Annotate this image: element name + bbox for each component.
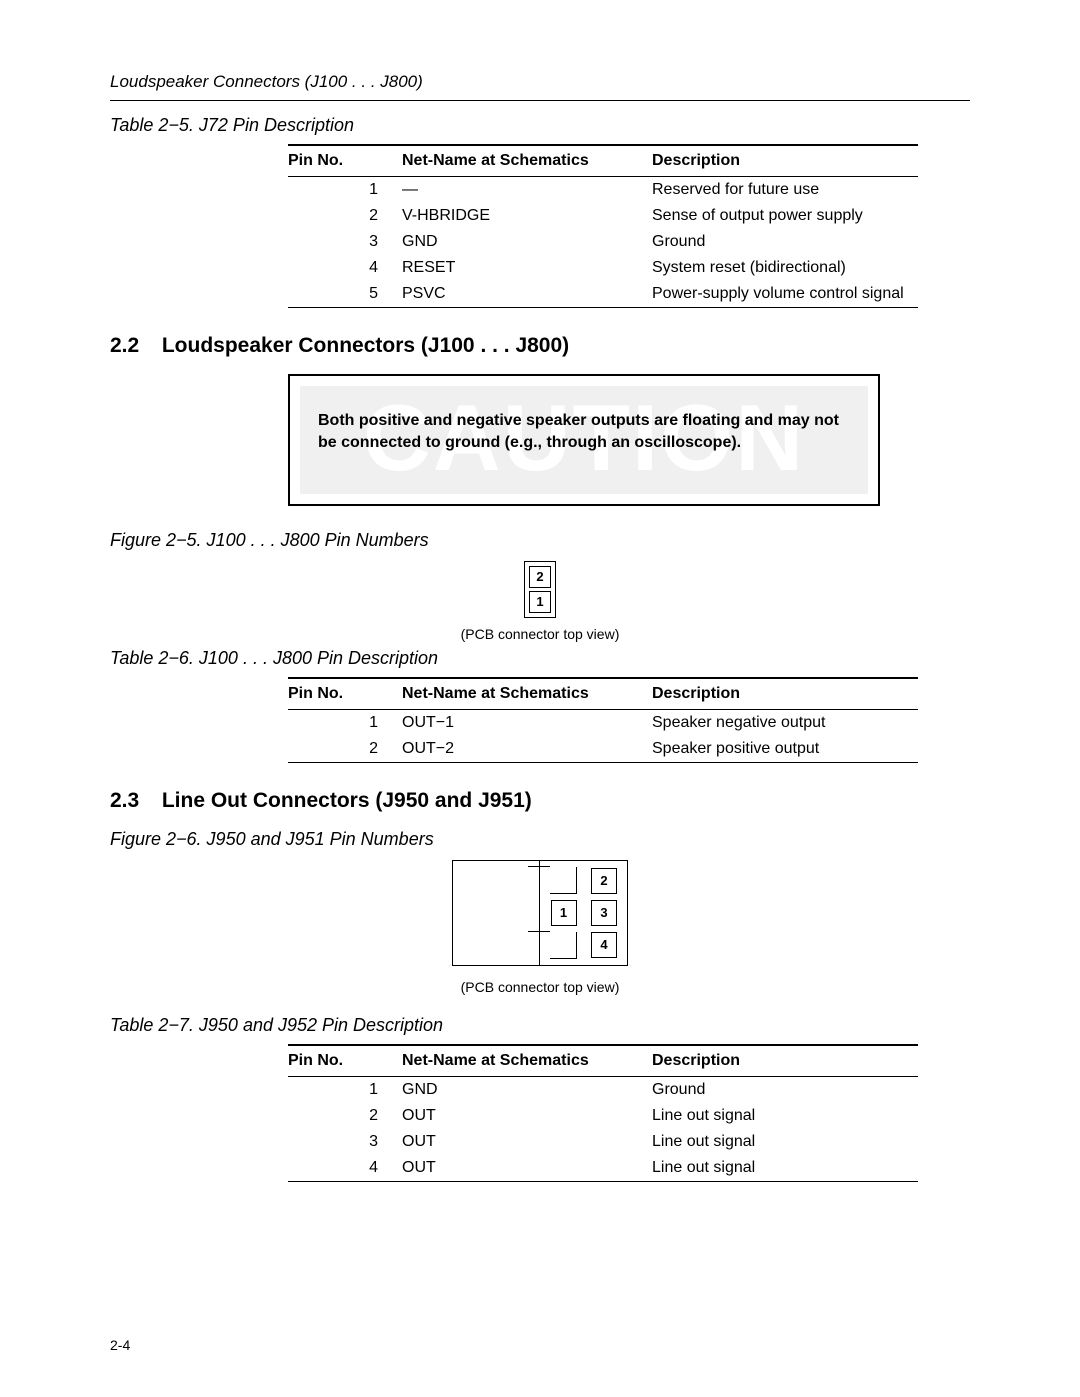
- th-pin: Pin No.: [288, 145, 402, 177]
- cell: Ground: [652, 229, 918, 255]
- pin-ghost: [550, 932, 577, 959]
- cell: 3: [288, 1129, 402, 1155]
- th-pin: Pin No.: [288, 678, 402, 710]
- cell: 2: [288, 736, 402, 763]
- cell: Ground: [652, 1077, 918, 1104]
- table-2-5: Pin No. Net-Name at Schematics Descripti…: [288, 144, 918, 308]
- table-2-6: Pin No. Net-Name at Schematics Descripti…: [288, 677, 918, 763]
- cell: OUT−1: [402, 710, 652, 737]
- section-number: 2.3: [110, 789, 156, 813]
- pin-box-2: 2: [591, 868, 617, 894]
- table-2-5-caption: Table 2−5. J72 Pin Description: [110, 115, 970, 136]
- table-2-7: Pin No. Net-Name at Schematics Descripti…: [288, 1044, 918, 1182]
- figure-2-6-caption: Figure 2−6. J950 and J951 Pin Numbers: [110, 829, 970, 850]
- section-2-3-heading: 2.3 Line Out Connectors (J950 and J951): [110, 789, 970, 813]
- table-row: 2 OUT Line out signal: [288, 1103, 918, 1129]
- pin-box-1: 1: [551, 900, 577, 926]
- cell: Line out signal: [652, 1103, 918, 1129]
- section-title: Loudspeaker Connectors (J100 . . . J800): [162, 334, 569, 357]
- cell: 4: [288, 255, 402, 281]
- cell: V-HBRIDGE: [402, 203, 652, 229]
- table-row: 1 OUT−1 Speaker negative output: [288, 710, 918, 737]
- th-pin: Pin No.: [288, 1045, 402, 1077]
- table-2-6-caption: Table 2−6. J100 . . . J800 Pin Descripti…: [110, 648, 970, 669]
- th-net: Net-Name at Schematics: [402, 145, 652, 177]
- cell: Sense of output power supply: [652, 203, 918, 229]
- figure-2-5: 2 1 (PCB connector top view): [110, 561, 970, 642]
- page: Loudspeaker Connectors (J100 . . . J800)…: [0, 0, 1080, 1397]
- cell: Reserved for future use: [652, 177, 918, 204]
- pin-box-4: 4: [591, 932, 617, 958]
- connector-pins: 1 2 3 4: [539, 860, 628, 966]
- table-row: 4 OUT Line out signal: [288, 1155, 918, 1182]
- table-row: 3 GND Ground: [288, 229, 918, 255]
- pin-box-2: 2: [529, 566, 551, 588]
- cell: OUT: [402, 1129, 652, 1155]
- cell: Line out signal: [652, 1129, 918, 1155]
- caution-inner: CAUTION Both positive and negative speak…: [300, 386, 868, 494]
- table-2-7-caption: Table 2−7. J950 and J952 Pin Description: [110, 1015, 970, 1036]
- th-desc: Description: [652, 145, 918, 177]
- pin-ghost: [550, 867, 577, 894]
- th-desc: Description: [652, 678, 918, 710]
- top-rule: [110, 100, 970, 101]
- cell: 1: [288, 1077, 402, 1104]
- table-row: 1 GND Ground: [288, 1077, 918, 1104]
- section-number: 2.2: [110, 334, 156, 358]
- running-head: Loudspeaker Connectors (J100 . . . J800): [110, 72, 970, 92]
- th-net: Net-Name at Schematics: [402, 678, 652, 710]
- caution-text: Both positive and negative speaker outpu…: [318, 410, 850, 453]
- table-row: 5 PSVC Power-supply volume control signa…: [288, 281, 918, 308]
- cell: OUT: [402, 1155, 652, 1182]
- table-row: 2 V-HBRIDGE Sense of output power supply: [288, 203, 918, 229]
- figure-2-5-diagram: 2 1: [524, 561, 556, 618]
- pin-box-3: 3: [591, 900, 617, 926]
- page-number: 2-4: [110, 1337, 130, 1353]
- figure-2-6-diagram: 1 2 3 4: [452, 860, 628, 966]
- cell: Line out signal: [652, 1155, 918, 1182]
- caution-box: CAUTION Both positive and negative speak…: [288, 374, 880, 506]
- figure-2-6: 1 2 3 4 (PCB connector top view): [110, 860, 970, 995]
- cell: OUT−2: [402, 736, 652, 763]
- cell: GND: [402, 229, 652, 255]
- cell: 5: [288, 281, 402, 308]
- figure-2-5-under: (PCB connector top view): [110, 626, 970, 642]
- cell: 1: [288, 177, 402, 204]
- th-net: Net-Name at Schematics: [402, 1045, 652, 1077]
- cell: RESET: [402, 255, 652, 281]
- section-2-2-heading: 2.2 Loudspeaker Connectors (J100 . . . J…: [110, 334, 970, 358]
- cell: Power-supply volume control signal: [652, 281, 918, 308]
- figure-2-5-caption: Figure 2−5. J100 . . . J800 Pin Numbers: [110, 530, 970, 551]
- cell: 2: [288, 1103, 402, 1129]
- cell: 4: [288, 1155, 402, 1182]
- cell: PSVC: [402, 281, 652, 308]
- table-row: 2 OUT−2 Speaker positive output: [288, 736, 918, 763]
- cell: 1: [288, 710, 402, 737]
- table-row: 1 — Reserved for future use: [288, 177, 918, 204]
- cell: GND: [402, 1077, 652, 1104]
- cell: Speaker positive output: [652, 736, 918, 763]
- cell: Speaker negative output: [652, 710, 918, 737]
- cell: 2: [288, 203, 402, 229]
- connector-body: [452, 860, 539, 966]
- cell: —: [402, 177, 652, 204]
- pin-box-1: 1: [529, 591, 551, 613]
- table-row: 4 RESET System reset (bidirectional): [288, 255, 918, 281]
- cell: 3: [288, 229, 402, 255]
- table-row: 3 OUT Line out signal: [288, 1129, 918, 1155]
- th-desc: Description: [652, 1045, 918, 1077]
- cell: System reset (bidirectional): [652, 255, 918, 281]
- figure-2-6-under: (PCB connector top view): [110, 979, 970, 995]
- cell: OUT: [402, 1103, 652, 1129]
- section-title: Line Out Connectors (J950 and J951): [162, 789, 532, 812]
